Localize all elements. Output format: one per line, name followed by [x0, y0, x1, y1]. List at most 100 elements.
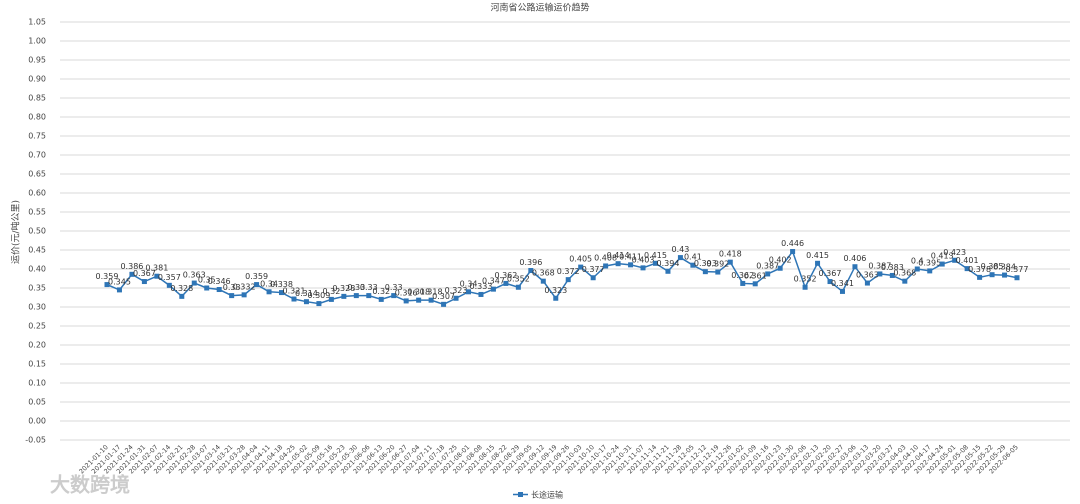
point-marker — [216, 287, 222, 293]
point-marker — [902, 278, 908, 284]
point-marker — [328, 296, 334, 302]
y-tick-label: 1.05 — [28, 18, 46, 27]
data-label: 0.346 — [208, 277, 231, 286]
point-marker — [515, 284, 521, 290]
point-marker — [603, 263, 609, 269]
y-tick-label: 0.70 — [28, 151, 46, 160]
legend-label: 长途运输 — [531, 490, 563, 500]
data-label: 0.401 — [956, 256, 979, 265]
point-marker — [652, 260, 658, 266]
watermark: 大数跨境 — [50, 473, 130, 497]
data-label: 0.323 — [445, 286, 468, 295]
data-label: 0.345 — [108, 277, 131, 286]
point-marker — [752, 281, 758, 287]
data-label: 0.43 — [672, 245, 690, 254]
point-marker — [179, 293, 185, 299]
data-label: 0.352 — [507, 275, 530, 284]
data-label: 0.368 — [893, 269, 916, 278]
data-label: 0.328 — [332, 284, 355, 293]
point-marker — [939, 261, 945, 267]
data-label: 0.4 — [911, 257, 924, 266]
point-marker — [677, 255, 683, 261]
point-marker — [952, 257, 958, 263]
data-label: 0.418 — [719, 250, 742, 259]
point-marker — [391, 293, 397, 299]
data-label: 0.403 — [632, 255, 655, 264]
point-marker — [715, 269, 721, 275]
data-label: 0.357 — [158, 273, 181, 282]
y-tick-label: 0.50 — [28, 227, 46, 236]
data-label: 0.392 — [706, 260, 729, 269]
data-label: 0.408 — [594, 253, 617, 262]
point-marker — [291, 296, 297, 302]
point-marker — [989, 272, 995, 278]
point-marker — [777, 265, 783, 271]
y-tick-label: 0.95 — [28, 56, 46, 65]
point-marker — [914, 266, 920, 272]
data-label: 0.363 — [183, 271, 206, 280]
point-marker — [540, 278, 546, 284]
data-label: 0.395 — [918, 258, 941, 267]
point-marker — [490, 286, 496, 292]
data-label: 0.318 — [407, 288, 430, 297]
y-tick-label: 0.60 — [28, 189, 46, 198]
point-marker — [590, 275, 596, 281]
point-marker — [466, 289, 472, 295]
point-marker — [615, 261, 621, 267]
point-marker — [727, 259, 733, 265]
data-label: 0.393 — [694, 259, 717, 268]
data-label: 0.423 — [943, 248, 966, 257]
data-label: 0.406 — [843, 254, 866, 263]
data-label: 0.34 — [460, 279, 478, 288]
point-marker — [864, 280, 870, 286]
data-label: 0.32 — [372, 287, 390, 296]
point-marker — [191, 280, 197, 286]
point-marker — [802, 284, 808, 290]
point-marker — [441, 301, 447, 307]
y-tick-label: 0.90 — [28, 75, 46, 84]
y-tick-label: 0.75 — [28, 132, 46, 141]
data-label: 0.394 — [657, 259, 680, 268]
data-label: 0.387 — [868, 261, 891, 270]
data-label: 0.363 — [856, 271, 879, 280]
y-tick-label: 0.40 — [28, 265, 46, 274]
point-marker — [229, 293, 235, 299]
data-label: 0.32 — [322, 287, 340, 296]
data-label: 0.377 — [1006, 265, 1029, 274]
data-label: 0.338 — [270, 280, 293, 289]
data-label: 0.359 — [96, 272, 119, 281]
point-marker — [889, 272, 895, 278]
point-marker — [403, 298, 409, 304]
point-marker — [154, 273, 160, 279]
data-label: 0.361 — [744, 271, 767, 280]
y-tick-label: 1.00 — [28, 37, 46, 46]
y-tick-label: 0.55 — [28, 208, 46, 217]
data-label: 0.415 — [644, 251, 667, 260]
data-label: 0.446 — [781, 239, 804, 248]
data-label: 0.323 — [544, 286, 567, 295]
point-marker — [964, 266, 970, 272]
point-marker — [453, 295, 459, 301]
data-label: 0.309 — [307, 291, 330, 300]
point-marker — [827, 279, 833, 285]
chart-title: 河南省公路运输运价趋势 — [490, 2, 589, 14]
data-label: 0.316 — [395, 288, 418, 297]
point-marker — [116, 287, 122, 293]
point-marker — [104, 282, 110, 288]
data-label: 0.347 — [482, 277, 505, 286]
point-marker — [852, 264, 858, 270]
data-label: 0.333 — [470, 282, 493, 291]
data-label: 0.332 — [233, 282, 256, 291]
y-tick-label: 0.25 — [28, 322, 46, 331]
data-label: 0.372 — [557, 267, 580, 276]
data-label: 0.362 — [731, 271, 754, 280]
data-label: 0.328 — [170, 284, 193, 293]
data-label: 0.383 — [881, 263, 904, 272]
y-tick-label: 0.15 — [28, 360, 46, 369]
y-axis-label: 运价(元/吨公里) — [10, 200, 22, 264]
point-marker — [628, 262, 634, 268]
point-marker — [316, 301, 322, 307]
data-label: 0.411 — [619, 252, 642, 261]
point-marker — [254, 282, 260, 288]
